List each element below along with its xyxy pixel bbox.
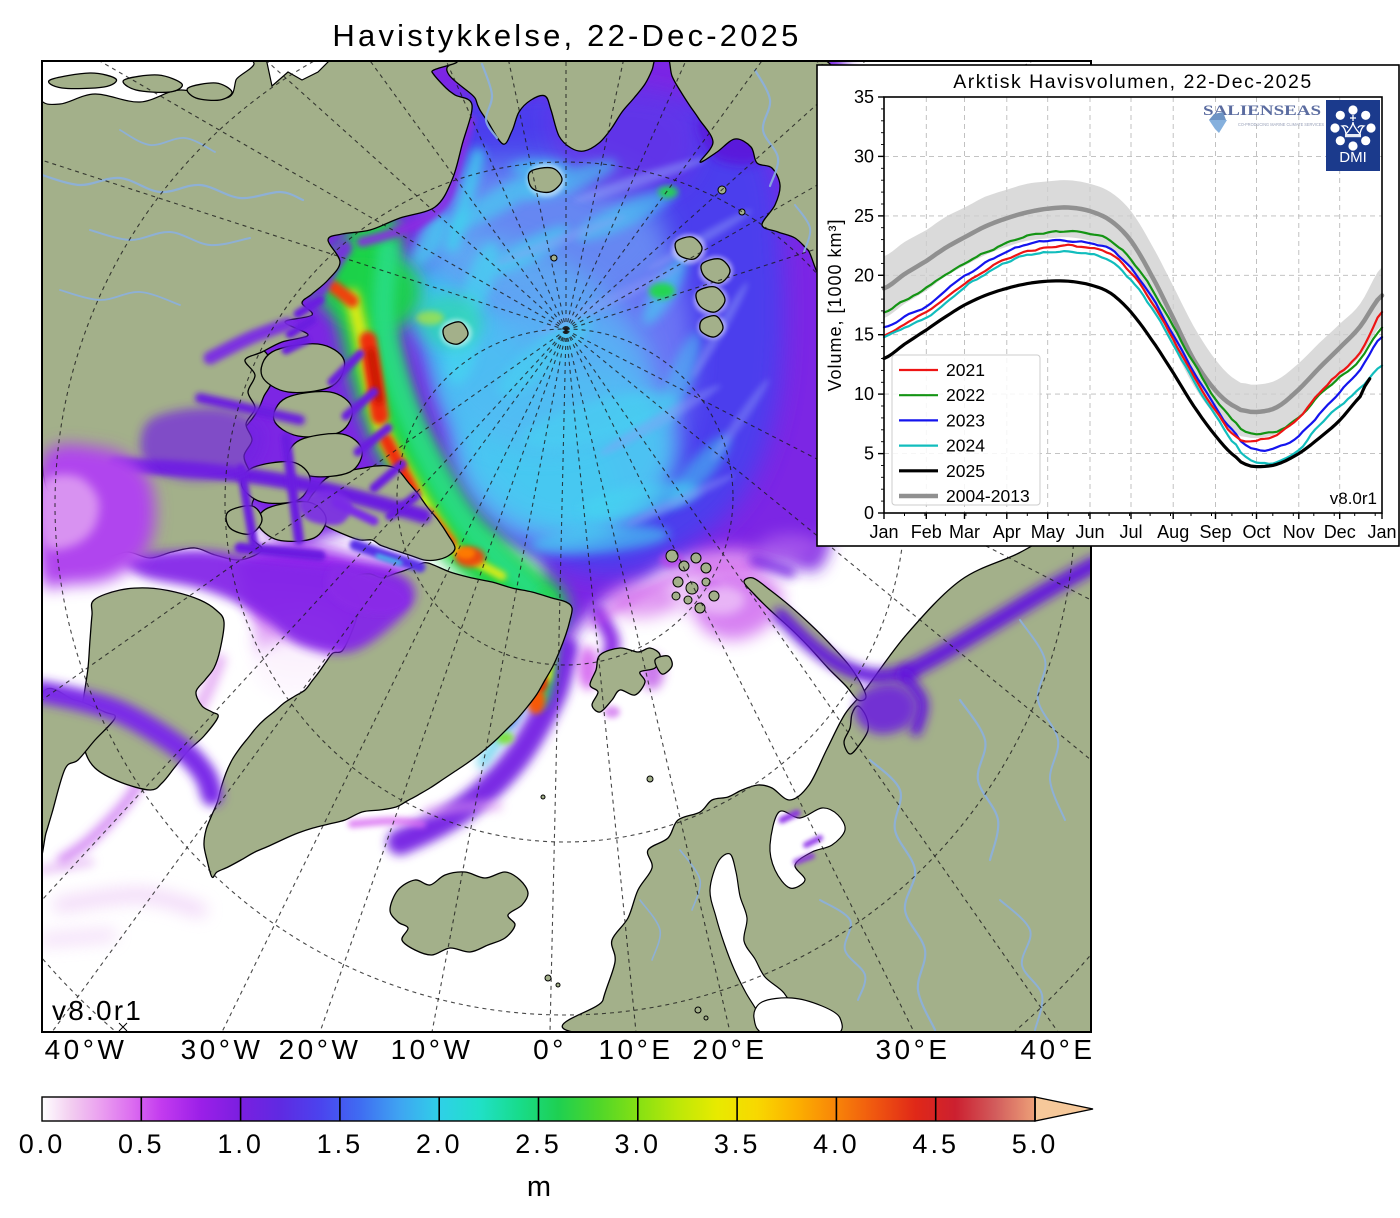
svg-text:10: 10: [854, 384, 874, 404]
svg-text:Jul: Jul: [1119, 522, 1142, 542]
svg-text:Nov: Nov: [1283, 522, 1315, 542]
svg-text:0.5: 0.5: [118, 1129, 165, 1159]
svg-text:15: 15: [854, 325, 874, 345]
svg-text:May: May: [1031, 522, 1065, 542]
svg-text:Volume, [1000 km³]: Volume, [1000 km³]: [825, 218, 845, 391]
svg-text:30°E: 30°E: [875, 1034, 950, 1065]
svg-text:20°E: 20°E: [692, 1034, 767, 1065]
svg-text:Jun: Jun: [1075, 522, 1104, 542]
svg-text:2024: 2024: [946, 436, 985, 456]
svg-text:30: 30: [854, 146, 874, 166]
svg-text:2004-2013: 2004-2013: [946, 486, 1030, 506]
svg-text:2023: 2023: [946, 410, 985, 430]
svg-text:2.5: 2.5: [515, 1129, 562, 1159]
svg-text:20°W: 20°W: [279, 1034, 362, 1065]
svg-text:10°E: 10°E: [598, 1034, 673, 1065]
svg-text:4.5: 4.5: [912, 1129, 959, 1159]
svg-text:Oct: Oct: [1242, 522, 1270, 542]
svg-text:0: 0: [864, 503, 874, 523]
svg-text:m: m: [527, 1171, 551, 1203]
svg-text:40°E: 40°E: [1020, 1034, 1095, 1065]
svg-text:SALIENSEAS: SALIENSEAS: [1203, 103, 1321, 119]
svg-text:Jan: Jan: [869, 522, 898, 542]
svg-text:v8.0r1: v8.0r1: [1330, 489, 1377, 508]
svg-text:5.0: 5.0: [1012, 1129, 1059, 1159]
svg-text:5: 5: [864, 444, 874, 464]
svg-text:Arktisk Havisvolumen, 22-Dec-2: Arktisk Havisvolumen, 22-Dec-2025: [953, 71, 1312, 93]
svg-text:0.0: 0.0: [19, 1129, 66, 1159]
svg-text:40°W: 40°W: [45, 1034, 128, 1065]
svg-text:35: 35: [854, 87, 874, 107]
svg-text:CO-PRODUCING MARINE CLIMATE SE: CO-PRODUCING MARINE CLIMATE SERVICES: [1238, 122, 1324, 127]
svg-text:1.0: 1.0: [217, 1129, 264, 1159]
svg-text:2.0: 2.0: [416, 1129, 463, 1159]
svg-text:v8.0r1: v8.0r1: [52, 995, 143, 1026]
svg-text:Jan: Jan: [1367, 522, 1396, 542]
svg-text:30°W: 30°W: [181, 1034, 264, 1065]
svg-text:Dec: Dec: [1324, 522, 1356, 542]
svg-text:2021: 2021: [946, 360, 985, 380]
svg-text:1.5: 1.5: [317, 1129, 364, 1159]
svg-text:Apr: Apr: [993, 522, 1021, 542]
svg-text:3.5: 3.5: [714, 1129, 761, 1159]
svg-text:Feb: Feb: [911, 522, 942, 542]
svg-text:4.0: 4.0: [813, 1129, 860, 1159]
svg-text:0°: 0°: [533, 1034, 567, 1065]
svg-text:3.0: 3.0: [615, 1129, 662, 1159]
svg-text:DMI: DMI: [1339, 149, 1367, 166]
svg-text:2025: 2025: [946, 461, 985, 481]
svg-text:Mar: Mar: [949, 522, 980, 542]
svg-text:Sep: Sep: [1199, 522, 1231, 542]
svg-text:2022: 2022: [946, 385, 985, 405]
svg-text:Havistykkelse, 22-Dec-2025: Havistykkelse, 22-Dec-2025: [332, 18, 801, 53]
svg-text:25: 25: [854, 206, 874, 226]
svg-text:Aug: Aug: [1157, 522, 1189, 542]
svg-text:10°W: 10°W: [391, 1034, 474, 1065]
svg-text:20: 20: [854, 265, 874, 285]
